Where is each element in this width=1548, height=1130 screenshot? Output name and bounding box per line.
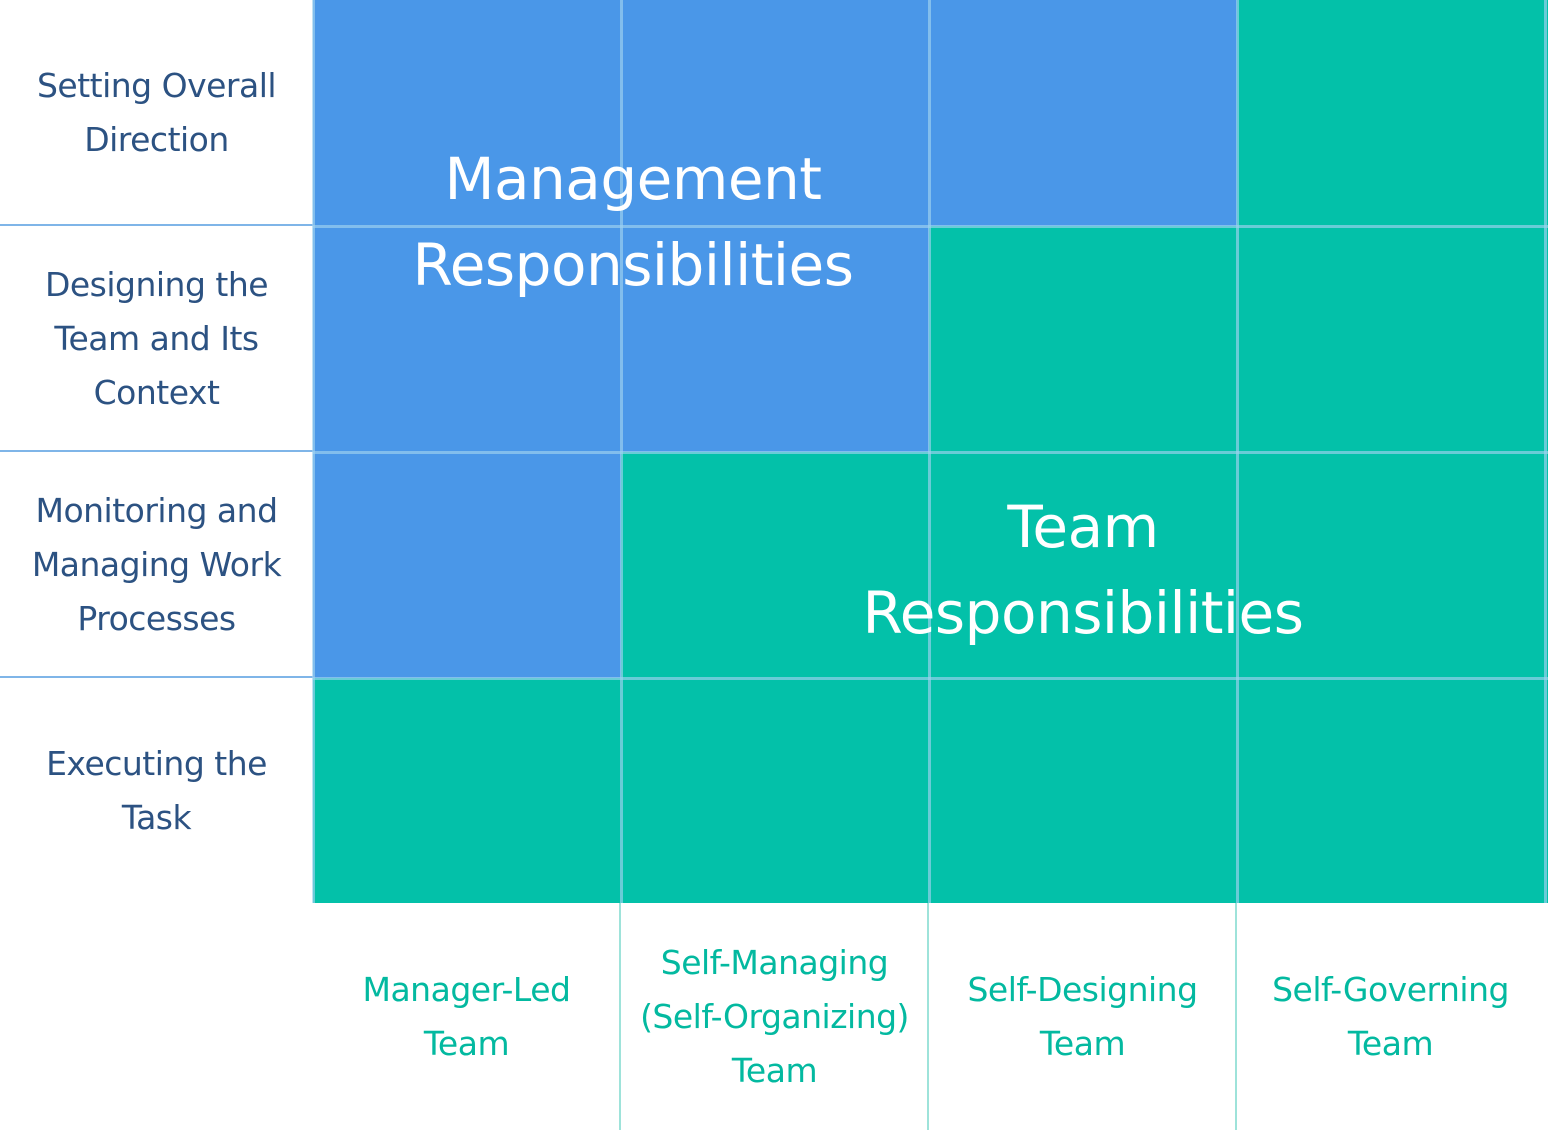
responsibility-matrix — [312, 0, 1548, 903]
matrix-cell-management — [313, 0, 621, 226]
row-divider — [0, 224, 313, 226]
column-label-self-managing-team: Self-Managing (Self-Organizing) Team — [640, 942, 909, 1090]
grid-line — [313, 451, 1548, 454]
row-label-designing-team-context: Designing the Team and Its Context — [44, 264, 269, 412]
matrix-cell-management — [313, 226, 621, 452]
matrix-cell-team — [621, 452, 929, 678]
matrix-cell-team — [313, 678, 621, 903]
row-divider — [0, 450, 313, 452]
matrix-cell-team — [929, 226, 1237, 452]
row-label-setting-overall-direction: Setting Overall Direction — [36, 65, 277, 159]
matrix-cell-team — [929, 452, 1237, 678]
matrix-cell-management — [621, 226, 929, 452]
matrix-cell-team — [1237, 452, 1548, 678]
grid-line — [313, 677, 1548, 680]
team-responsibilities-label: Team Responsibilities — [862, 493, 1304, 647]
management-responsibilities-label: Management Responsibilities — [412, 145, 854, 299]
column-divider — [1235, 903, 1237, 1130]
matrix-cell-team — [621, 678, 929, 903]
matrix-cell-management — [313, 452, 621, 678]
matrix-cell-team — [1237, 0, 1548, 226]
matrix-cell-management — [929, 0, 1237, 226]
grid-line — [313, 225, 1548, 228]
column-divider — [927, 903, 929, 1130]
row-label-monitoring-managing-work: Monitoring and Managing Work Processes — [31, 490, 282, 638]
column-label-self-designing-team: Self-Designing Team — [967, 969, 1198, 1063]
column-divider — [619, 903, 621, 1130]
column-label-manager-led-team: Manager-Led Team — [362, 969, 571, 1063]
row-label-executing-task: Executing the Task — [46, 743, 267, 837]
matrix-cell-management — [621, 0, 929, 226]
row-divider — [0, 676, 313, 678]
matrix-cell-team — [1237, 226, 1548, 452]
column-label-self-governing-team: Self-Governing Team — [1272, 969, 1509, 1063]
matrix-cell-team — [929, 678, 1237, 903]
matrix-cell-team — [1237, 678, 1548, 903]
